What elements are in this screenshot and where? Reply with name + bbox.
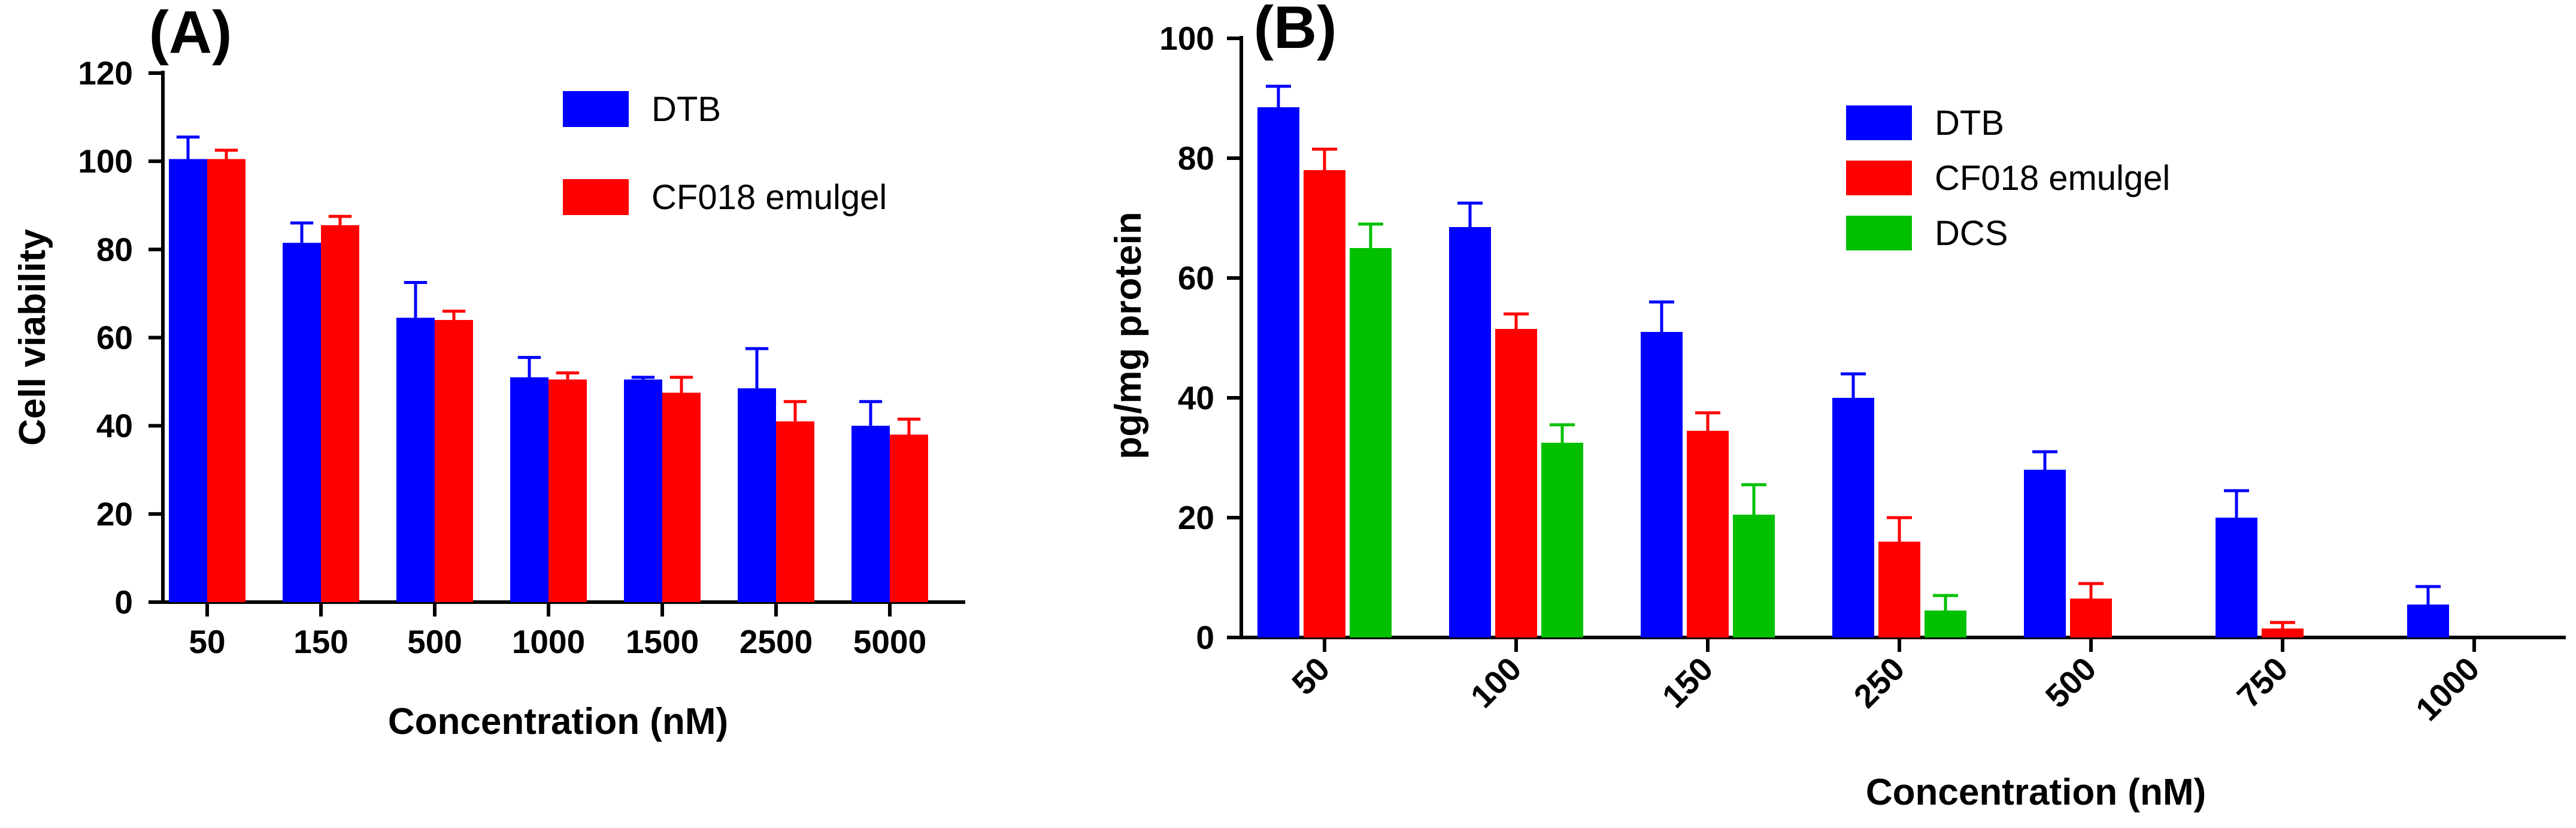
x-tick-label: 2500: [740, 623, 813, 660]
bar-dcs-50: [1350, 248, 1392, 637]
legend-label-cf018-emulgel: CF018 emulgel: [651, 178, 887, 217]
bar-cf018-emulgel-150: [1687, 431, 1729, 637]
y-tick-label: 0: [1196, 619, 1214, 656]
x-tick-label: 100: [1463, 650, 1529, 715]
legend: DTB CF018 emulgel: [563, 90, 887, 217]
x-tick-label: 50: [189, 623, 225, 660]
bar-cf018-emulgel-500: [435, 320, 473, 602]
bar-cf018-emulgel-750: [2262, 628, 2304, 637]
x-tick-label: 5000: [853, 623, 926, 660]
chart-panel-a: (A) 0 20 40 60 80 100 120 Cell viability Concentr…: [12, 0, 965, 742]
x-tick-label: 1000: [2408, 650, 2486, 728]
legend-swatch-cf018-emulgel: [1846, 161, 1912, 195]
bar-dtb-100: [1449, 227, 1491, 637]
bar-cf018-emulgel-50: [1304, 170, 1345, 637]
x-axis-title: Concentration (nM): [1866, 772, 2206, 813]
bar-dtb-500: [2024, 470, 2066, 637]
y-axis-title: pg/mg protein: [1108, 211, 1149, 459]
bar-cf018-emulgel-100: [1495, 329, 1537, 637]
x-tick-label: 250: [1847, 650, 1912, 715]
legend-swatch-cf018-emulgel: [563, 179, 629, 215]
x-tick-label: 500: [407, 623, 462, 660]
y-tick-label: 20: [1178, 499, 1214, 536]
panel-label: (A): [149, 0, 232, 66]
legend-swatch-dcs: [1846, 216, 1912, 250]
legend-swatch-dtb: [1846, 105, 1912, 140]
bar-cf018-emulgel-150: [321, 225, 359, 602]
chart-panel-b: (B) 0 20 40 60 80 100 pg/mg protein Concentratio…: [1108, 0, 2566, 813]
x-tick-label: 500: [2038, 650, 2104, 715]
legend-label-dcs: DCS: [1935, 214, 2008, 253]
y-tick-label: 40: [96, 407, 133, 445]
bar-cf018-emulgel-2500: [776, 421, 814, 602]
legend-label-dtb: DTB: [1935, 104, 2004, 143]
y-tick-label: 100: [1159, 20, 1214, 57]
legend-swatch-dtb: [563, 91, 629, 127]
x-tick-label: 750: [2230, 650, 2295, 715]
bar-cf018-emulgel-250: [1878, 542, 1920, 637]
y-axis-title: Cell viability: [12, 229, 53, 446]
bar-dtb-250: [1832, 398, 1874, 637]
bar-dtb-5000: [851, 425, 890, 602]
x-axis-title: Concentration (nM): [388, 701, 728, 742]
bar-dtb-1000: [510, 377, 548, 602]
bar-cf018-emulgel-50: [207, 159, 246, 602]
x-tick-label: 1000: [512, 623, 585, 660]
bar-cf018-emulgel-1500: [662, 392, 701, 602]
legend-label-cf018-emulgel: CF018 emulgel: [1935, 159, 2170, 198]
y-tick-label: 0: [114, 584, 133, 621]
y-tick-label: 100: [78, 143, 133, 180]
bar-cf018-emulgel-500: [2070, 599, 2112, 637]
bar-dtb-500: [396, 318, 435, 602]
y-tick-label: 80: [96, 231, 133, 268]
y-tick-label: 20: [96, 495, 133, 533]
y-tick-label: 40: [1178, 379, 1214, 416]
bar-dtb-150: [1641, 332, 1683, 637]
y-tick-label: 80: [1178, 140, 1214, 177]
bar-dtb-150: [283, 243, 321, 602]
y-tick-label: 60: [96, 319, 133, 356]
x-tick-label: 150: [293, 623, 348, 660]
y-tick-label: 60: [1178, 259, 1214, 297]
legend: DTB CF018 emulgel DCS: [1846, 104, 2170, 253]
x-tick-label: 150: [1655, 650, 1720, 715]
bar-dtb-1500: [624, 379, 662, 602]
bar-dtb-1000: [2407, 605, 2449, 637]
bar-dcs-100: [1541, 443, 1583, 637]
panel-label: (B): [1254, 0, 1337, 61]
bar-dcs-250: [1925, 611, 1966, 637]
bar-cf018-emulgel-5000: [890, 434, 928, 602]
legend-label-dtb: DTB: [651, 90, 721, 129]
y-tick-label: 120: [78, 55, 133, 92]
bar-dtb-2500: [738, 388, 776, 602]
bar-dtb-50: [1257, 107, 1299, 637]
bar-cf018-emulgel-1000: [548, 379, 587, 602]
bar-dtb-50: [169, 159, 207, 602]
x-tick-label: 1500: [626, 623, 699, 660]
x-tick-label: 50: [1284, 650, 1337, 702]
bar-dcs-150: [1733, 515, 1775, 637]
bar-dtb-750: [2216, 518, 2257, 637]
